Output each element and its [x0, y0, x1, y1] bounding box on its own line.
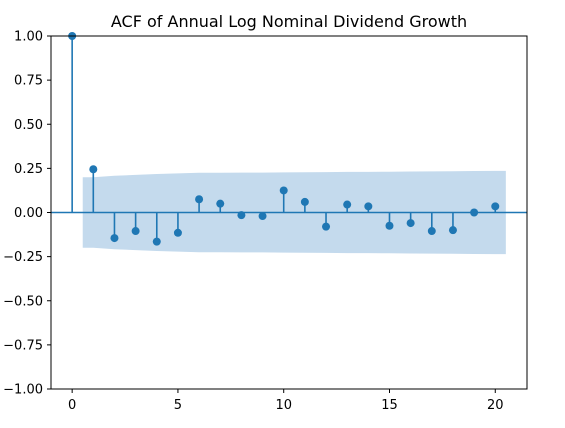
acf-point-lag-5 [173, 228, 182, 237]
acf-point-lag-13 [343, 200, 352, 209]
x-tick-label: 15 [381, 398, 398, 413]
acf-point-lag-2 [110, 234, 119, 243]
acf-point-lag-10 [279, 186, 288, 195]
y-tick-label: 0.00 [14, 206, 43, 221]
y-axis-ticks: −1.00 −0.75 −0.50 −0.25 0.00 0.25 0.50 0.75 1.00 [3, 30, 51, 398]
chart-title: ACF of Annual Log Nominal Dividend Growt… [111, 12, 467, 31]
acf-point-lag-11 [300, 197, 309, 206]
acf-point-lag-17 [427, 227, 436, 236]
y-tick-label: 1.00 [14, 30, 43, 45]
x-axis-ticks: 0 5 10 15 20 [68, 389, 504, 413]
acf-point-lag-6 [195, 195, 204, 204]
x-tick-label: 5 [174, 398, 182, 413]
acf-point-lag-16 [406, 219, 415, 228]
x-tick-label: 20 [487, 398, 504, 413]
acf-point-lag-19 [470, 208, 479, 217]
acf-point-lag-3 [131, 227, 140, 236]
y-tick-label: −0.50 [3, 294, 43, 309]
acf-point-lag-8 [237, 211, 246, 220]
acf-point-lag-1 [89, 165, 98, 174]
y-tick-label: −0.75 [3, 338, 43, 353]
acf-point-lag-18 [448, 226, 457, 235]
y-tick-label: 0.75 [14, 74, 43, 89]
x-tick-label: 0 [68, 398, 76, 413]
acf-point-lag-9 [258, 212, 267, 221]
y-tick-label: −1.00 [3, 383, 43, 398]
y-tick-label: 0.50 [14, 118, 43, 133]
acf-point-lag-15 [385, 221, 394, 230]
y-tick-label: −0.25 [3, 250, 43, 265]
acf-point-lag-4 [152, 237, 161, 246]
acf-point-lag-14 [364, 202, 373, 211]
acf-point-lag-7 [216, 199, 225, 208]
acf-point-lag-20 [491, 202, 500, 211]
acf-point-lag-12 [322, 222, 331, 231]
x-tick-label: 10 [275, 398, 292, 413]
y-tick-label: 0.25 [14, 162, 43, 177]
